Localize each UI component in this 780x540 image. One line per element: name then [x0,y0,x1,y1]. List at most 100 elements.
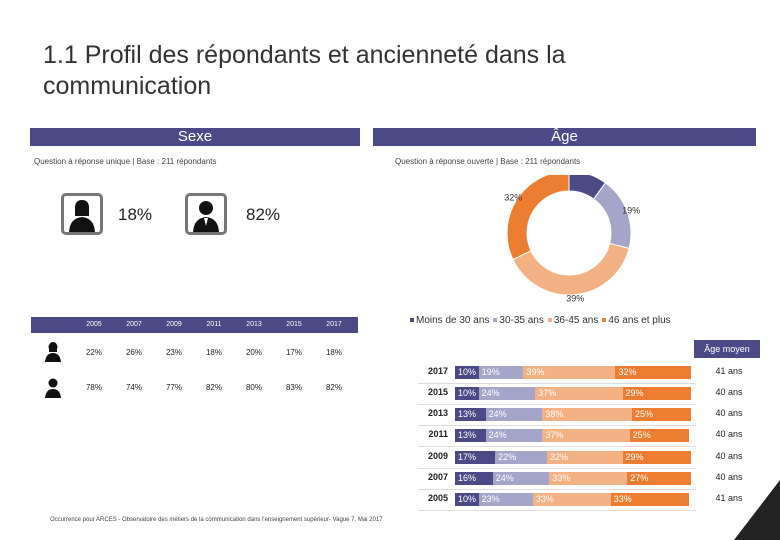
age-header: Âge [373,128,756,146]
stacked-bar-segment: 10% [455,387,479,400]
female-table-cell: 26% [125,348,142,357]
female-table-cell: 22% [85,348,102,357]
age-moyen-value: 41 ans [715,493,743,503]
legend-label: 46 ans et plus [608,315,671,326]
stacked-bar-segment: 25% [632,408,691,421]
stacked-bar-segment: 32% [547,451,623,464]
legend-item: Moins de 30 ans [410,315,489,326]
sexe-table-year: 2017 [326,321,342,328]
age-moyen-value: 40 ans [715,387,743,397]
donut-slice [506,175,570,261]
male-table-cell: 77% [165,383,182,392]
stacked-bar-segment: 29% [622,387,691,400]
age-legend: Moins de 30 ans 30-35 ans 36-45 ans 46 ans … [410,315,675,326]
bar-category-label: 2017 [427,366,448,376]
stacked-bar-segment: 13% [455,408,486,421]
sexe-table-year: 2009 [166,321,182,328]
legend-item: 46 ans et plus [602,315,671,326]
female-table-cell: 20% [245,348,262,357]
stacked-bar-segment: 33% [532,493,611,506]
female-percent: 18% [118,205,153,224]
legend-swatch [493,317,498,322]
stacked-bar-segment: 38% [542,408,632,421]
bar-category-label: 2013 [427,408,448,418]
age-base-text: Question à réponse ouverte | Base : 211 … [395,157,581,166]
sexe-table-year: 2005 [86,321,102,328]
bar-category-label: 2009 [427,451,448,461]
sexe-table-year: 2013 [246,321,262,328]
legend-label: Moins de 30 ans [416,315,490,326]
male-small-icon [45,378,61,398]
stacked-bar-segment: 33% [549,472,628,485]
age-moyen-value: 41 ans [715,366,743,376]
stacked-bar-segment: 19% [478,366,524,379]
female-table-cell: 23% [165,348,182,357]
female-small-icon [45,342,61,362]
stacked-bar-segment: 29% [622,451,691,464]
legend-swatch [410,317,414,322]
row-divider [418,468,696,469]
corner-decoration [734,480,780,540]
legend-label: 30-35 ans [499,315,544,326]
row-divider [418,383,696,384]
donut-data-label: 39% [566,294,584,304]
stacked-bar-segment: 39% [523,366,616,379]
stacked-bar-segment: 13% [455,429,486,442]
stacked-bar-segment: 27% [627,472,691,485]
row-divider [418,510,696,511]
age-moyen-value: 40 ans [715,451,743,461]
stacked-bar-segment: 16% [455,472,493,485]
sexe-table-year: 2011 [206,321,222,328]
legend-item: 36-45 ans [547,315,599,326]
stacked-bar-segment: 24% [485,429,543,442]
stacked-bar-segment: 33% [610,493,689,506]
legend-swatch [602,317,607,322]
age-donut-chart: 10%19%39%32% [504,175,640,304]
stacked-bar-segment: 37% [535,387,623,400]
stacked-bar-segment: 17% [455,451,496,464]
female-icon [61,193,103,235]
legend-swatch [547,317,552,322]
male-table-cell: 78% [85,383,102,392]
stacked-bar-segment: 10% [455,366,479,379]
female-table-cell: 18% [325,348,342,357]
age-moyen-value: 40 ans [715,472,743,482]
row-divider [418,404,696,405]
sexe-header: Sexe [30,128,360,146]
sexe-table-year: 2015 [286,321,302,328]
age-moyen-value: 40 ans [715,408,743,418]
row-divider [418,446,696,447]
row-divider [418,425,696,426]
female-table-cell: 17% [285,348,302,357]
donut-data-label: 19% [622,206,640,216]
age-moyen-value: 40 ans [715,429,743,439]
sexe-table-header [31,317,358,333]
male-percent: 82% [246,205,281,224]
male-table-cell: 80% [245,383,262,392]
stacked-bar-segment: 37% [542,429,630,442]
legend-label: 36-45 ans [553,315,599,326]
stacked-bar-segment: 24% [485,408,543,421]
bar-category-label: 2005 [427,493,448,503]
sexe-base-text: Question à réponse unique | Base : 211 r… [34,157,217,166]
donut-data-label: 32% [504,193,522,203]
stacked-bar-segment: 23% [478,493,533,506]
stacked-bar-segment: 24% [492,472,550,485]
legend-item: 30-35 ans [493,315,544,326]
stacked-bar-segment: 22% [495,451,548,464]
stacked-bar-segment: 10% [455,493,479,506]
page-title: 1.1 Profil des répondants et ancienneté … [43,41,566,100]
male-table-cell: 74% [125,383,142,392]
male-table-cell: 83% [285,383,302,392]
bar-category-label: 2011 [428,429,448,439]
bar-category-label: 2007 [427,472,448,482]
bar-category-label: 2015 [427,387,448,397]
stacked-bar-segment: 32% [615,366,691,379]
age-moyen-header: Âge moyen [694,340,760,358]
stacked-bar-segment: 24% [478,387,536,400]
male-icon [185,193,227,235]
row-divider [418,489,696,490]
male-table-cell: 82% [205,383,222,392]
male-table-cell: 82% [325,383,342,392]
sexe-table-year: 2007 [126,321,142,328]
